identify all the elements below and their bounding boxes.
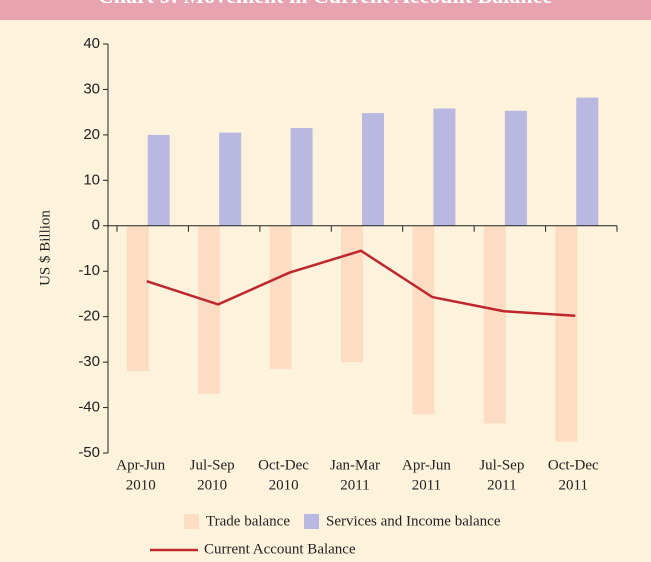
bar xyxy=(504,110,527,226)
x-tick-label: 2011 xyxy=(559,477,588,493)
bar xyxy=(412,225,435,415)
bar xyxy=(126,225,149,372)
legend-label: Current Account Balance xyxy=(204,541,356,557)
legend-label: Services and Income balance xyxy=(326,513,501,529)
y-tick-label: -30 xyxy=(78,353,100,370)
x-tick-label: Oct-Dec xyxy=(548,457,599,473)
x-tick-label: 2011 xyxy=(340,477,369,493)
y-tick-label: -10 xyxy=(78,262,100,279)
x-tick-label: 2010 xyxy=(197,477,227,493)
y-tick-label: 40 xyxy=(83,35,100,52)
y-tick-label: -40 xyxy=(78,399,100,416)
y-tick-label: 30 xyxy=(83,80,100,97)
x-tick-label: 2011 xyxy=(412,477,441,493)
x-tick-label: Jan-Mar xyxy=(330,457,380,473)
x-tick-label: 2011 xyxy=(487,477,516,493)
y-tick-label: -50 xyxy=(78,444,100,461)
legend-swatch xyxy=(304,514,319,529)
bar xyxy=(341,225,363,363)
bar xyxy=(555,225,578,442)
x-tick-label: 2010 xyxy=(126,477,156,493)
bar xyxy=(198,225,221,394)
bar xyxy=(147,134,170,226)
y-tick-label: -20 xyxy=(78,308,100,325)
x-tick-label: 2010 xyxy=(269,477,299,493)
title-band xyxy=(0,0,651,20)
x-tick-label: Apr-Jun xyxy=(116,457,165,473)
x-tick-label: Jul-Sep xyxy=(479,457,524,473)
y-tick-label: 20 xyxy=(83,126,100,143)
x-tick-label: Jul-Sep xyxy=(190,457,235,473)
x-tick-label: Apr-Jun xyxy=(402,457,451,473)
bar xyxy=(483,225,506,424)
legend-label: Trade balance xyxy=(206,513,290,529)
bar xyxy=(576,97,599,226)
bar xyxy=(290,128,313,226)
bar xyxy=(219,132,242,226)
y-axis-label: US $ Billion xyxy=(37,210,53,286)
bar xyxy=(269,225,292,369)
legend-swatch xyxy=(184,514,199,529)
y-tick-label: 10 xyxy=(83,171,100,188)
line xyxy=(146,249,576,318)
bar xyxy=(433,108,456,226)
y-tick-label: 0 xyxy=(92,217,100,234)
x-tick-label: Oct-Dec xyxy=(258,457,309,473)
bar xyxy=(362,113,384,226)
chart-title: Chart 9: Movement in Current Account Bal… xyxy=(98,0,552,8)
